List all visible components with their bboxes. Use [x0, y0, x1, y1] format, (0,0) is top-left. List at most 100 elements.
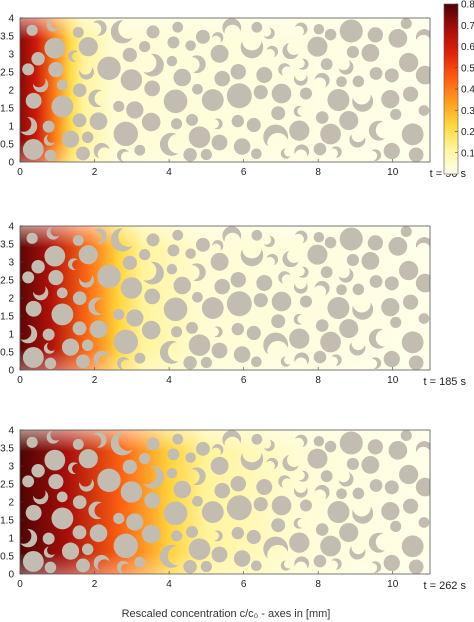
grain: [381, 298, 400, 317]
grain: [167, 36, 180, 49]
grain: [44, 357, 57, 370]
grain: [139, 248, 151, 261]
grain: [222, 430, 242, 450]
x-tick-label: 2: [92, 375, 98, 386]
grain: [120, 481, 143, 503]
grain: [113, 308, 125, 321]
grain: [263, 27, 275, 40]
colorbar-tick-label: 0.2: [461, 127, 474, 138]
grain: [418, 517, 430, 528]
grain: [72, 26, 84, 38]
y-tick-label: 0.5: [0, 552, 14, 563]
grain: [299, 87, 312, 100]
grain: [266, 253, 279, 266]
grain: [201, 89, 224, 111]
grain: [401, 535, 424, 558]
grain: [294, 352, 310, 368]
grain: [186, 321, 199, 334]
grain: [383, 142, 400, 160]
y-tick-label: 4: [8, 222, 14, 233]
grain: [369, 357, 382, 369]
grain: [369, 479, 383, 492]
grain: [141, 320, 161, 340]
grain: [315, 111, 329, 124]
grain: [352, 298, 374, 320]
grain: [418, 313, 430, 324]
grain: [120, 277, 143, 299]
grain: [294, 22, 308, 36]
grain: [81, 131, 94, 144]
grain: [361, 455, 380, 474]
grain: [187, 263, 206, 282]
x-tick-label: 4: [166, 167, 172, 178]
grain: [251, 356, 262, 368]
grain: [48, 62, 64, 78]
grain: [403, 86, 419, 102]
grain: [42, 120, 55, 133]
grain: [110, 431, 135, 456]
grain: [141, 465, 164, 489]
grain: [226, 495, 252, 521]
grain: [89, 524, 108, 543]
grain: [246, 529, 261, 545]
grain: [222, 226, 242, 246]
grain: [271, 518, 286, 533]
grain: [166, 467, 178, 479]
x-tick-label: 6: [241, 167, 247, 178]
grain: [336, 488, 347, 500]
grain: [187, 467, 206, 486]
grain: [313, 554, 327, 568]
grain: [293, 71, 308, 86]
grain: [20, 324, 38, 344]
grain: [22, 551, 44, 572]
grain: [22, 271, 35, 284]
grain: [390, 520, 402, 532]
grain: [214, 482, 231, 499]
time-label: t = 185 s: [423, 376, 466, 388]
y-tick-label: 4: [8, 426, 14, 437]
grain: [346, 45, 360, 59]
y-tick-label: 3.5: [0, 444, 14, 455]
grain: [126, 309, 144, 327]
grain: [90, 432, 107, 448]
grain: [240, 447, 264, 471]
grain: [88, 297, 107, 316]
y-tick-label: 1: [8, 122, 14, 133]
grain: [141, 524, 161, 544]
y-tick-label: 3: [8, 462, 14, 473]
grain: [56, 287, 68, 299]
grain: [307, 448, 328, 469]
grain: [51, 507, 74, 530]
grain: [22, 475, 35, 488]
grain: [56, 491, 68, 503]
grain: [72, 113, 87, 128]
grain: [408, 147, 424, 162]
grain: [282, 454, 300, 472]
grain: [171, 530, 183, 542]
grain: [415, 29, 430, 46]
grain: [187, 55, 206, 74]
y-tick-label: 1: [8, 330, 14, 341]
grain: [26, 436, 38, 448]
grain: [81, 339, 94, 352]
grain: [320, 123, 341, 145]
grain: [120, 69, 143, 91]
grain: [230, 476, 246, 492]
grain: [271, 495, 292, 516]
y-tick-label: 1.5: [0, 516, 14, 527]
grain: [89, 320, 108, 339]
grain: [22, 139, 44, 160]
grain: [201, 501, 224, 523]
grain: [361, 43, 380, 62]
x-tick-label: 0: [17, 167, 23, 178]
grain: [79, 272, 95, 288]
grain: [90, 20, 107, 36]
grain: [367, 27, 383, 43]
grain: [297, 266, 309, 278]
grain: [172, 433, 184, 445]
grain: [134, 556, 146, 568]
grain: [399, 464, 419, 485]
grain: [400, 226, 412, 238]
grain: [141, 261, 164, 285]
